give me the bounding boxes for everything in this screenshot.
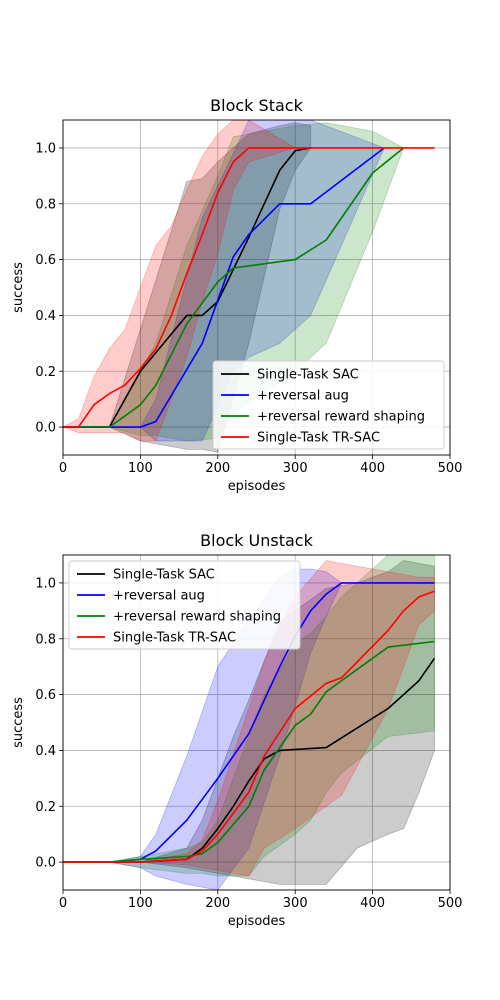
y-tick-label: 0.2: [35, 365, 56, 380]
y-tick-label: 1.0: [35, 576, 56, 591]
line-reversal-aug: [63, 582, 435, 863]
y-tick-label: 0.0: [35, 421, 56, 436]
block-unstack-chart: 0 100 200 300 400 500 0.0 0.2 0.4 0.6 0.8 1.0 Block …: [11, 531, 462, 929]
line-reversal-reward-shaping: [63, 147, 405, 428]
y-axis-label: success: [11, 262, 26, 313]
x-tick-label: 100: [128, 896, 153, 911]
line-reversal-aug: [63, 147, 385, 428]
y-tick-label: 0.4: [35, 309, 56, 324]
band-reversal-reward-shaping: [63, 555, 435, 877]
band-single-task-tr-sac: [63, 120, 435, 442]
legend-label-reversal-reward-shaping: +reversal reward shaping: [257, 410, 425, 425]
axes-frame: [62, 119, 451, 456]
band-single-task-sac: [63, 122, 312, 453]
y-tick-label: 1.0: [35, 141, 56, 156]
y-tick-label: 0.8: [35, 632, 56, 647]
series-lines: [63, 582, 436, 863]
series-lines: [63, 147, 435, 428]
legend-label-reversal-aug: +reversal aug: [257, 389, 349, 404]
chart-title: Block Unstack: [200, 531, 313, 550]
y-tick-label: 0.6: [35, 688, 56, 703]
legend-box: [68, 560, 301, 650]
legend-label-single-task-tr-sac: Single-Task TR-SAC: [113, 631, 236, 646]
x-axis-label: episodes: [228, 479, 286, 494]
legend-label-single-task-sac: Single-Task SAC: [257, 368, 359, 383]
legend-box: [212, 360, 445, 450]
block-stack-chart: 0 100 200 300 400 500 0.0 0.2 0.4 0.6 0.8 1.0 Block …: [11, 96, 462, 494]
x-tick-label: 400: [360, 896, 385, 911]
y-axis-label: success: [11, 697, 26, 748]
x-tick-label: 300: [283, 461, 308, 476]
x-tick-label: 300: [283, 896, 308, 911]
line-single-task-tr-sac: [63, 147, 435, 428]
band-reversal-aug: [63, 568, 435, 890]
legend-label-single-task-tr-sac: Single-Task TR-SAC: [257, 431, 380, 446]
legend-label-single-task-sac: Single-Task SAC: [113, 568, 215, 583]
x-tick-label: 100: [128, 461, 153, 476]
legend: Single-Task SAC +reversal aug +reversal re…: [212, 360, 445, 450]
x-tick-label: 0: [59, 461, 67, 476]
y-tick-label: 0.4: [35, 744, 56, 759]
y-tick-label: 0.0: [35, 856, 56, 871]
x-tick-label: 500: [438, 896, 463, 911]
y-tick-label: 0.6: [35, 253, 56, 268]
x-tick-label: 200: [205, 896, 230, 911]
line-single-task-tr-sac: [63, 590, 435, 863]
legend-label-reversal-reward-shaping: +reversal reward shaping: [113, 610, 281, 625]
x-tick-label: 0: [59, 896, 67, 911]
legend-label-reversal-aug: +reversal aug: [113, 589, 205, 604]
chart-title: Block Stack: [210, 96, 303, 115]
line-reversal-reward-shaping: [63, 640, 435, 863]
axes-frame: [62, 554, 451, 891]
band-single-task-tr-sac: [63, 560, 435, 877]
x-axis-label: episodes: [228, 914, 286, 929]
x-tick-label: 500: [438, 461, 463, 476]
x-tick-label: 200: [205, 461, 230, 476]
y-tick-label: 0.8: [35, 197, 56, 212]
x-tick-label: 400: [360, 461, 385, 476]
y-tick-label: 0.2: [35, 800, 56, 815]
legend: Single-Task SAC +reversal aug +reversal re…: [68, 560, 301, 650]
